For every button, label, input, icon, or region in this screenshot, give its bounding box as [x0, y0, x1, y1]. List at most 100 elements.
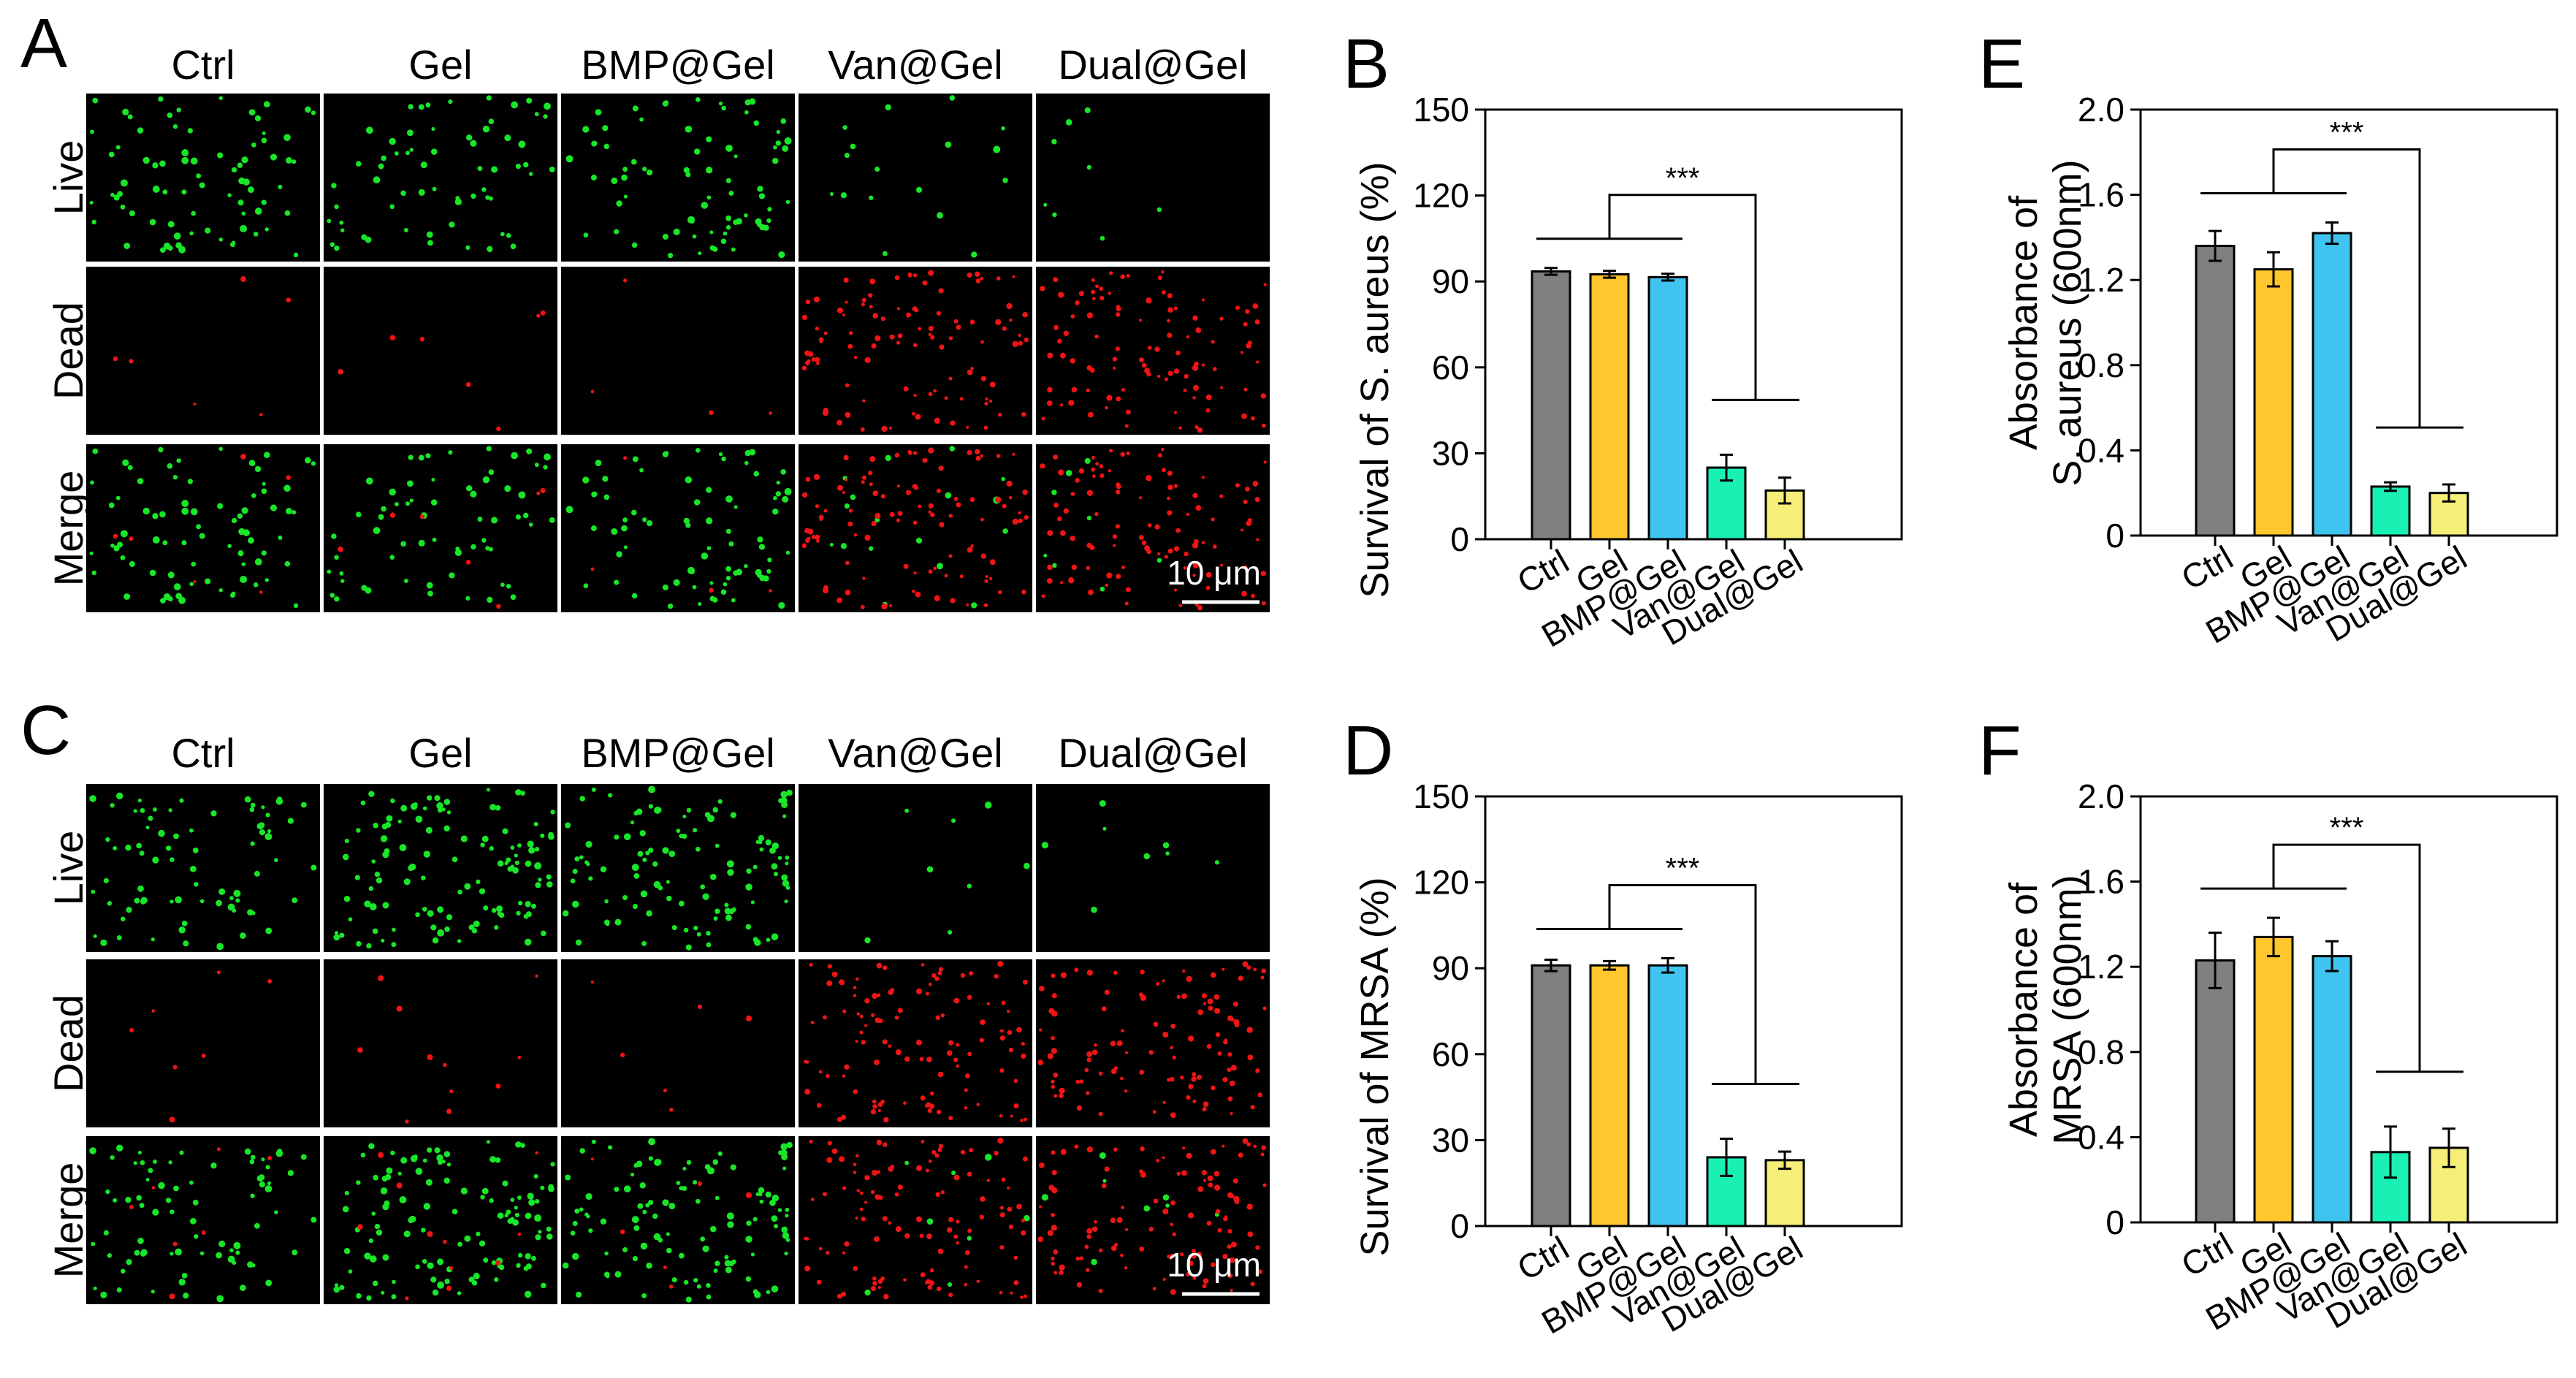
live-cell	[744, 564, 748, 568]
live-cell	[339, 1284, 345, 1290]
dead-cell	[1075, 478, 1080, 483]
live-cell	[190, 157, 198, 165]
live-cell	[549, 517, 555, 523]
live-cell	[403, 579, 408, 583]
live-cell	[354, 875, 360, 880]
live-cell	[253, 582, 259, 587]
live-cell	[89, 200, 94, 205]
dead-cell	[1125, 587, 1131, 593]
live-cell	[721, 105, 726, 111]
dead-cell	[876, 962, 883, 969]
dead-cell	[1250, 1105, 1255, 1110]
live-cell	[515, 514, 521, 520]
live-cell	[248, 186, 254, 193]
live-cell	[425, 102, 431, 108]
live-cell	[544, 102, 551, 110]
dead-cell	[1172, 1055, 1176, 1060]
dead-cell	[1257, 1269, 1262, 1274]
dead-cell	[995, 496, 1002, 503]
dead-cell	[888, 1044, 892, 1048]
live-cell	[723, 582, 728, 587]
dead-cell	[1186, 975, 1192, 982]
live-cell	[339, 220, 344, 225]
dead-cell	[837, 419, 842, 426]
dead-cell	[903, 386, 909, 392]
live-cell	[278, 535, 283, 540]
live-cell	[397, 819, 402, 823]
live-cell	[1052, 212, 1057, 218]
live-cell	[418, 104, 424, 110]
dead-cell	[960, 1149, 966, 1155]
dead-cell	[940, 1189, 945, 1195]
y-tick-label: 0.8	[2078, 1033, 2125, 1071]
live-cell	[140, 808, 145, 813]
live-cell	[240, 224, 248, 232]
live-cell	[400, 804, 408, 812]
live-cell	[712, 1159, 719, 1165]
bracket-connector	[1608, 194, 1757, 400]
dead-cell	[1234, 1199, 1240, 1205]
live-cell	[244, 796, 251, 803]
live-cell	[436, 802, 443, 810]
dead-cell	[880, 494, 885, 499]
y-tick-label: 0	[1450, 1207, 1469, 1245]
dead-cell	[1095, 284, 1100, 289]
live-cell	[778, 251, 785, 259]
dead-cell	[1001, 1177, 1006, 1182]
live-cell	[730, 1164, 736, 1170]
live-cell	[235, 898, 240, 903]
dead-cell	[1078, 468, 1085, 474]
dead-cell	[1124, 424, 1129, 428]
dead-cell	[1053, 1094, 1058, 1098]
live-cell	[133, 1161, 137, 1165]
dead-cell	[536, 491, 541, 495]
y-tick-label: 150	[1413, 777, 1469, 815]
live-cell	[696, 1284, 701, 1289]
live-cell	[752, 1289, 758, 1295]
dead-cell	[1021, 589, 1026, 595]
dead-cell	[818, 514, 824, 520]
live-cell	[692, 234, 697, 239]
dead-cell	[1007, 1009, 1010, 1013]
live-cell	[750, 900, 755, 905]
live-cell	[342, 1206, 349, 1213]
dead-cell	[948, 514, 953, 518]
dead-cell	[338, 546, 344, 552]
y-tick-label: 0.8	[2078, 346, 2125, 384]
live-cell	[343, 1248, 351, 1255]
dead-cell	[953, 1057, 959, 1062]
dead-cell	[1162, 1032, 1169, 1038]
dead-cell	[745, 1015, 752, 1021]
dead-cell	[1152, 1110, 1156, 1114]
live-cell	[1001, 126, 1005, 131]
dead-cell	[240, 454, 246, 460]
live-cell	[291, 1249, 298, 1256]
dead-cell	[936, 1109, 942, 1115]
dead-cell	[1156, 981, 1160, 986]
tile-background	[799, 444, 1032, 612]
live-cell	[771, 863, 778, 870]
live-cell	[630, 509, 637, 516]
dead-cell	[1046, 578, 1053, 584]
dead-cell	[1053, 502, 1059, 508]
live-cell	[780, 118, 787, 124]
live-cell	[264, 1185, 273, 1192]
dead-cell	[1192, 396, 1196, 400]
dead-cell	[1059, 1087, 1065, 1094]
live-cell	[365, 126, 373, 134]
tile-background	[86, 959, 320, 1127]
y-tick-label: 30	[1432, 434, 1469, 472]
live-cell	[583, 583, 589, 589]
dead-cell	[970, 367, 974, 370]
micrograph-tile-dead-gel	[324, 959, 557, 1127]
live-cell	[868, 195, 874, 200]
dead-cell	[989, 559, 996, 566]
column-label-bmp-gel: BMP@Gel	[581, 42, 774, 88]
live-cell	[264, 578, 269, 582]
tile-background	[561, 1136, 795, 1304]
dead-cell	[883, 1293, 889, 1300]
live-cell	[771, 1215, 778, 1222]
live-cell	[632, 1255, 638, 1262]
live-cell	[746, 868, 752, 874]
live-cell	[591, 1139, 596, 1144]
